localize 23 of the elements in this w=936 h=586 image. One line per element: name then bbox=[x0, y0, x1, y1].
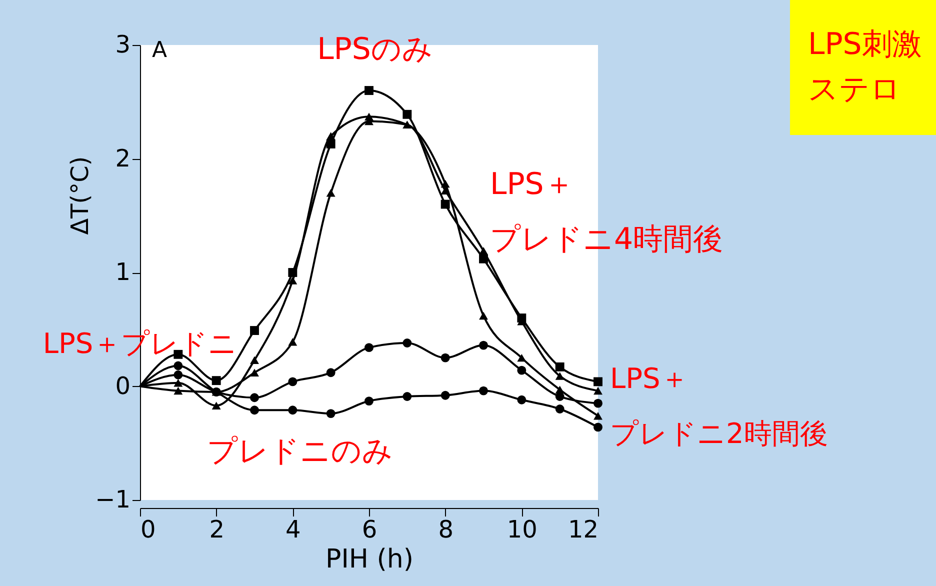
x-tick-label: 12 bbox=[568, 516, 598, 544]
x-axis-title: PIH (h) bbox=[326, 544, 414, 574]
x-tick-label: 10 bbox=[506, 516, 538, 544]
text: ステロ bbox=[808, 72, 901, 107]
text: プレドニ2時間後 bbox=[610, 417, 828, 450]
x-tick-label: 4 bbox=[286, 516, 301, 544]
x-tick-label: 6 bbox=[362, 516, 378, 544]
y-tick-label: 1 bbox=[115, 258, 130, 286]
y-tick-label: −1 bbox=[95, 486, 130, 514]
text: LPS刺激 bbox=[808, 27, 922, 62]
annotation: プレドニのみ bbox=[207, 434, 393, 469]
annotation: プレドニ4時間後 bbox=[490, 222, 724, 257]
x-tick-label: 8 bbox=[438, 516, 454, 544]
y-axis-title: ΔT(°C) bbox=[66, 156, 94, 235]
annotation: A bbox=[152, 38, 168, 63]
annotation: LPS＋ bbox=[490, 167, 574, 202]
text: LPS＋ bbox=[610, 362, 688, 395]
y-tick-label: 2 bbox=[115, 144, 130, 172]
annotation: LPSのみ bbox=[317, 32, 433, 67]
y-tick-label: 0 bbox=[115, 372, 130, 400]
x-tick-label: 2 bbox=[209, 516, 224, 544]
y-tick-label: 3 bbox=[115, 30, 130, 58]
x-tick-label: 0 bbox=[140, 516, 156, 544]
